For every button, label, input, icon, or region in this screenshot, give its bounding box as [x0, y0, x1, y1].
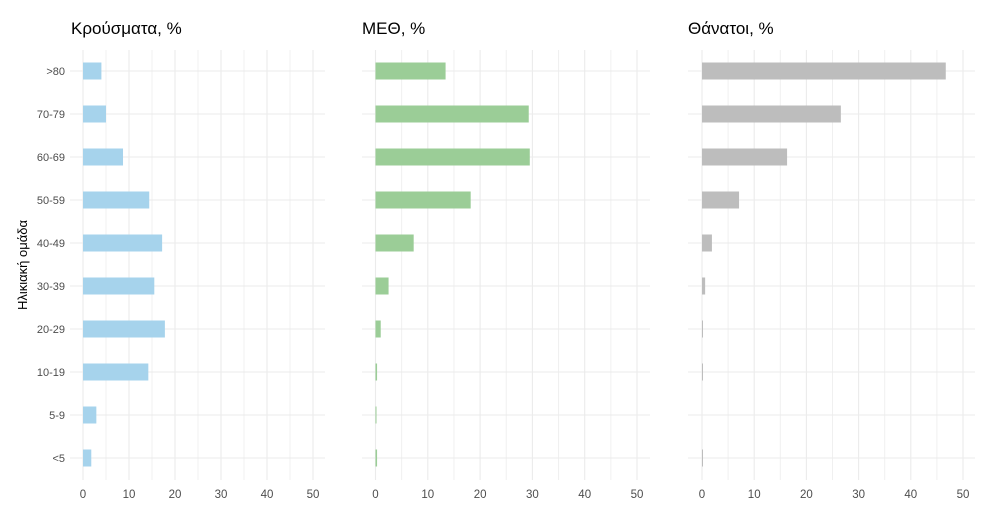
x-tick-label: 0: [372, 489, 378, 501]
x-tick-label: 20: [800, 489, 813, 501]
bar-40-49: [375, 234, 414, 252]
bar-40-49: [702, 234, 712, 252]
bar-40-49: [83, 234, 163, 252]
bar-60-69: [83, 148, 124, 166]
x-tick-label: 10: [123, 489, 136, 501]
x-tick-label: 30: [215, 489, 228, 501]
x-tick-label: 30: [852, 489, 865, 501]
y-tick-label: 70-79: [37, 109, 65, 121]
bar-70-79: [375, 105, 529, 123]
y-tick-label: >80: [46, 66, 65, 78]
x-tick-label: 50: [307, 489, 320, 501]
panel-title: ΜΕΘ, %: [362, 19, 425, 38]
bar-30-39: [83, 277, 155, 295]
bar-<5: [83, 449, 92, 467]
panel-2: 0 10 20 30 40 50 ΜΕΘ, %: [362, 19, 650, 501]
y-axis-label: Ηλικιακή ομάδα: [15, 220, 30, 310]
bar->80: [375, 62, 446, 80]
x-tick-label: 50: [957, 489, 970, 501]
x-tick-label: 30: [526, 489, 539, 501]
y-tick-label: <5: [52, 453, 65, 465]
panel-3: 0 10 20 30 40 50 Θάνατοι, %: [688, 19, 975, 501]
x-tick-label: 40: [261, 489, 274, 501]
bar-10-19: [375, 363, 378, 381]
y-tick-label: 10-19: [37, 367, 65, 379]
bar-30-39: [375, 277, 389, 295]
bar->80: [83, 62, 102, 80]
x-tick-label: 0: [699, 489, 705, 501]
panel-title: Κρούσματα, %: [71, 19, 182, 38]
panel-1: 0 10 20 30 40 50 >80 70-79 60-69 50-59 40-49 30-39 2…: [37, 19, 325, 501]
x-tick-label: 50: [631, 489, 644, 501]
bar-20-29: [702, 320, 703, 338]
bar-30-39: [702, 277, 706, 295]
y-tick-label: 30-39: [37, 281, 65, 293]
bar-50-59: [702, 191, 740, 209]
x-tick-label: 20: [169, 489, 182, 501]
x-tick-label: 10: [748, 489, 761, 501]
bar-10-19: [702, 363, 703, 381]
x-tick-label: 0: [80, 489, 86, 501]
bar-<5: [375, 449, 378, 467]
x-tick-label: 20: [474, 489, 487, 501]
x-tick-label: 10: [421, 489, 434, 501]
bar-20-29: [83, 320, 165, 338]
y-tick-label: 40-49: [37, 238, 65, 250]
y-tick-label: 50-59: [37, 195, 65, 207]
bar-20-29: [375, 320, 381, 338]
bar-5-9: [83, 406, 97, 424]
x-tick-label: 40: [578, 489, 591, 501]
bar-60-69: [702, 148, 788, 166]
bar-70-79: [83, 105, 106, 123]
y-tick-label: 20-29: [37, 324, 65, 336]
bar-5-9: [375, 406, 377, 424]
x-tick-label: 40: [904, 489, 917, 501]
bar-70-79: [702, 105, 841, 123]
bar-60-69: [375, 148, 530, 166]
bar->80: [702, 62, 946, 80]
bar-<5: [702, 449, 703, 467]
bar-50-59: [375, 191, 471, 209]
panel-title: Θάνατοι, %: [688, 19, 774, 38]
bar-10-19: [83, 363, 149, 381]
y-tick-label: 5-9: [49, 410, 65, 422]
y-tick-label: 60-69: [37, 152, 65, 164]
bar-50-59: [83, 191, 150, 209]
